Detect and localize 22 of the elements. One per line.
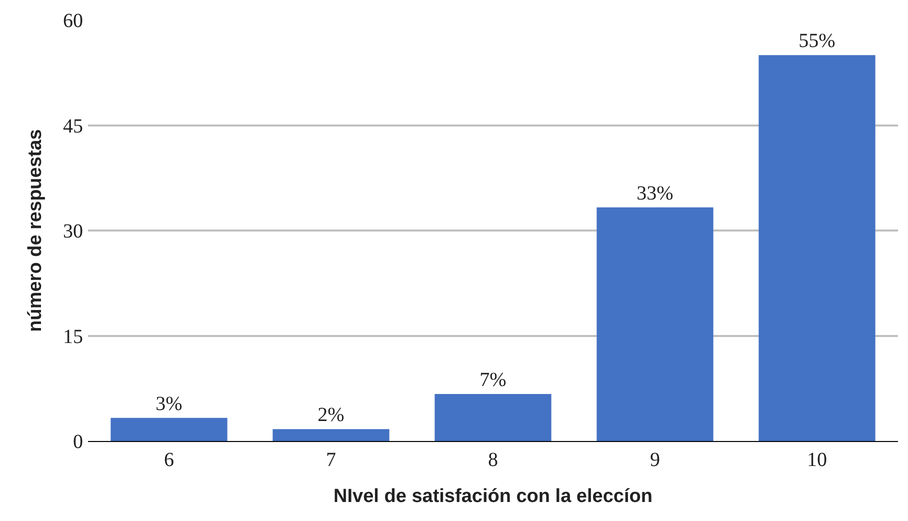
y-tick-label: 0 (73, 431, 83, 453)
x-axis-title: NIvel de satisfación con la eleccíon (334, 486, 652, 507)
bar (434, 394, 552, 441)
data-label: 7% (480, 368, 506, 391)
x-tick-label: 8 (488, 449, 498, 471)
y-axis-title: número de respuestas (24, 129, 46, 332)
data-label: 55% (798, 30, 836, 52)
y-tick-label: 60 (63, 10, 83, 32)
x-tick-label: 9 (650, 449, 660, 471)
bar (596, 207, 714, 441)
y-tick-label: 30 (63, 220, 83, 242)
data-label: 2% (318, 404, 344, 426)
y-tick-label: 45 (63, 115, 83, 138)
x-tick-label: 10 (807, 449, 827, 471)
data-label: 3% (156, 392, 182, 415)
y-tick-label: 15 (63, 326, 83, 348)
x-tick-label: 6 (164, 449, 174, 471)
bar (272, 429, 390, 441)
bar (758, 55, 876, 441)
bar (110, 418, 228, 441)
data-label: 33% (636, 182, 674, 204)
x-tick-label: 7 (326, 449, 336, 471)
